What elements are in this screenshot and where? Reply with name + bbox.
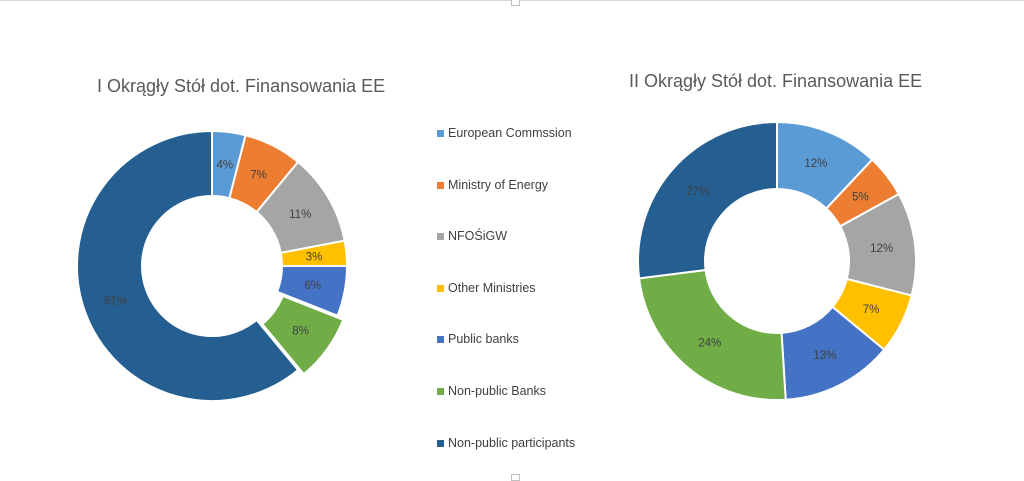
data-label-1-7: 61%	[104, 296, 127, 308]
resize-handle-bottom[interactable]	[511, 474, 520, 481]
data-label-2-7: 27%	[686, 186, 709, 198]
donut-slice-1-6[interactable]	[260, 294, 345, 376]
legend-swatch	[437, 439, 444, 447]
data-label-2-1: 12%	[804, 158, 827, 170]
data-label-1-3: 11%	[289, 209, 311, 221]
data-label-1-5: 6%	[304, 280, 321, 292]
resize-handle-top[interactable]	[511, 0, 520, 6]
donut-slice-1-5[interactable]	[275, 265, 349, 317]
legend-swatch	[437, 181, 444, 189]
legend-swatch	[437, 388, 444, 395]
data-label-2-2: 5%	[852, 191, 869, 203]
donut-slice-2-6[interactable]	[637, 268, 787, 401]
legend-label: Ministry of Energy	[448, 177, 549, 192]
donut-chart-1[interactable]: 4% 7% 11% 3% 6% 8% 61%	[60, 115, 360, 415]
data-label-1-1: 4%	[217, 159, 234, 171]
chart-title-2: II Okrągły Stół dot. Finansowania EE	[629, 71, 923, 91]
legend-swatch	[437, 130, 444, 137]
legend-label: NFOŚiGW	[448, 229, 508, 244]
data-label-2-4: 7%	[863, 304, 880, 316]
data-label-1-2: 7%	[250, 170, 267, 182]
chart-title-1: I Okrągły Stół dot. Finansowania EE	[97, 76, 386, 96]
data-label-2-3: 12%	[870, 243, 893, 255]
donut-chart-2[interactable]: 12% 5% 12% 7% 13% 24% 27%	[620, 105, 920, 405]
data-label-1-6: 8%	[292, 325, 309, 337]
data-label-2-5: 13%	[813, 350, 836, 362]
data-label-1-4: 3%	[306, 251, 323, 263]
legend-label: Non-public participants	[448, 435, 576, 450]
donut-slice-1-7[interactable]	[76, 129, 300, 402]
legend-swatch	[437, 284, 444, 292]
legend-label: Non-public Banks	[448, 384, 546, 398]
legend-label: European Commssion	[448, 126, 572, 140]
donut-slice-2-7[interactable]	[637, 120, 778, 280]
legend-label: Other Ministries	[448, 280, 536, 295]
legend-label: Public banks	[448, 332, 519, 347]
data-label-2-6: 24%	[698, 337, 721, 349]
legend-swatch	[437, 336, 444, 344]
legend-swatch	[437, 233, 444, 241]
